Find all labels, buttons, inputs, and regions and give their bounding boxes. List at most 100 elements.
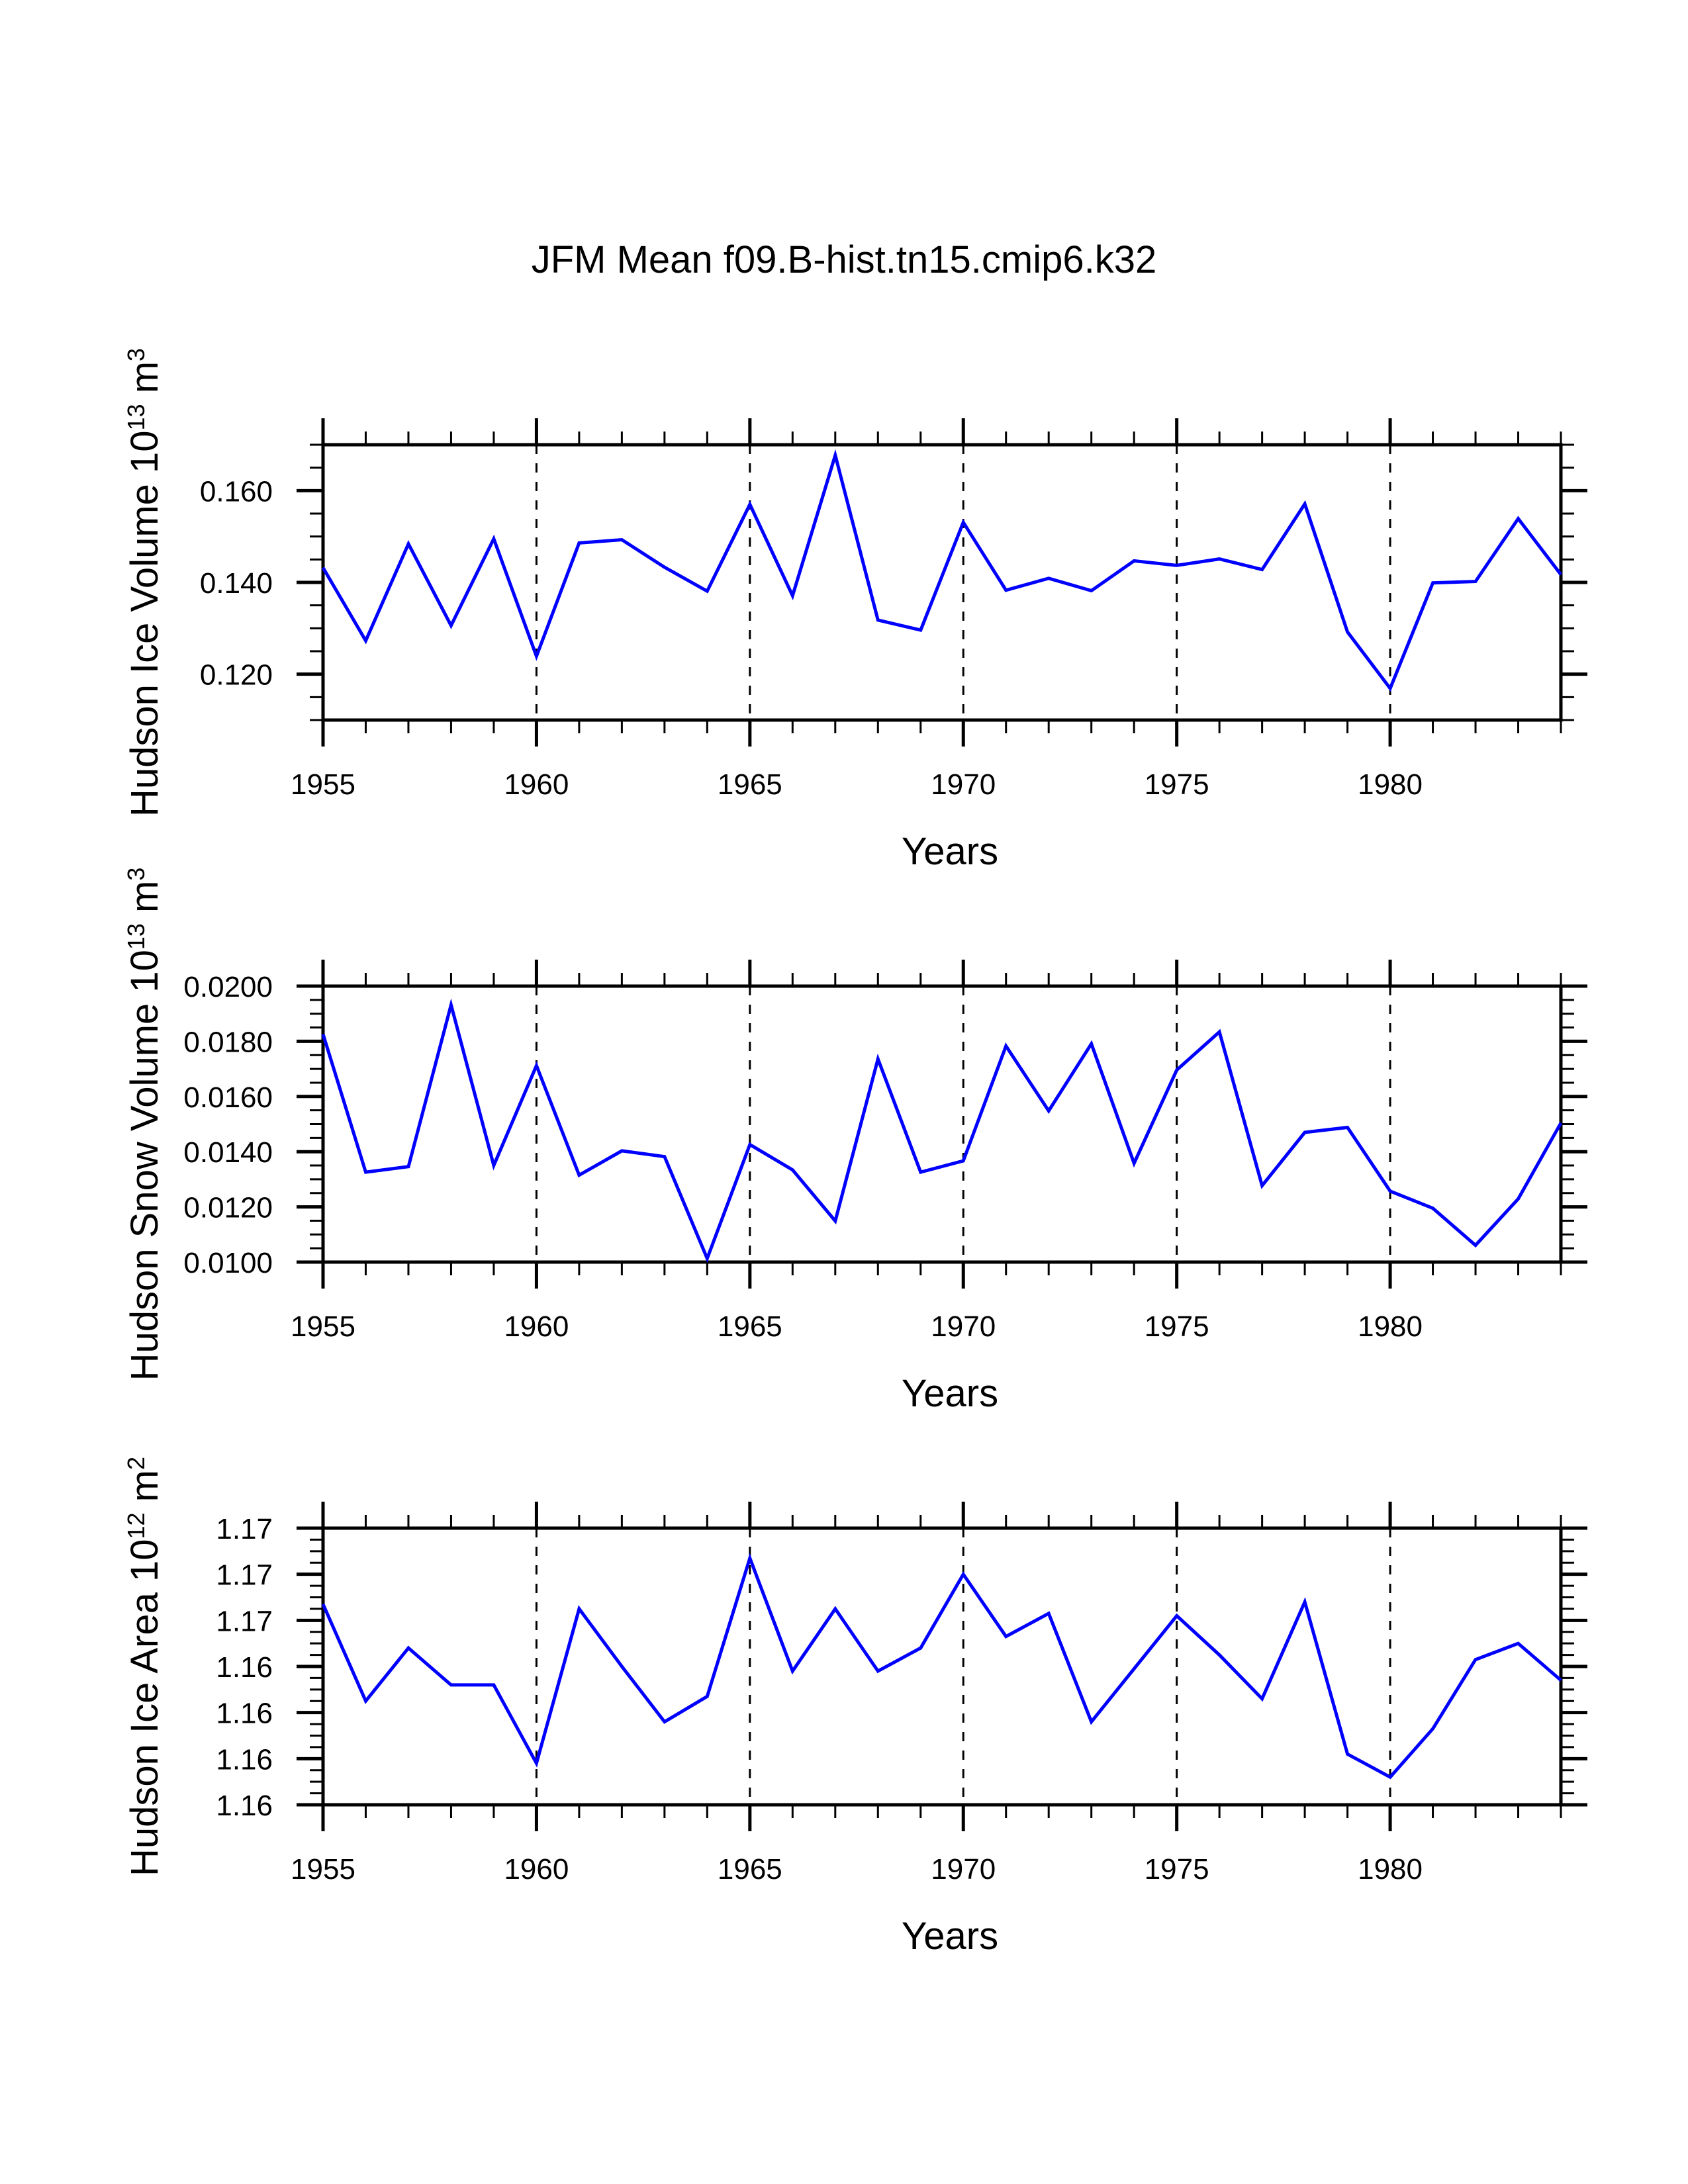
panel-ice-volume: 1955 1960 1965 1970 1975 1980 0.120 0.140 0.160 Y… — [122, 348, 1587, 873]
y-tick-label: 0.140 — [200, 567, 273, 600]
data-point — [876, 1669, 880, 1673]
plot-frame — [321, 443, 1563, 722]
data-point — [363, 1170, 367, 1174]
data-point — [1175, 1614, 1179, 1617]
y-axis-title-unit-exponent: 3 — [122, 348, 150, 361]
y-axis-title: Hudson Ice Volume 1013 m3 — [122, 348, 167, 817]
data-point — [1303, 502, 1307, 506]
data-point — [1559, 1678, 1563, 1682]
x-tick-label: 1960 — [504, 1310, 569, 1343]
data-point — [620, 1149, 624, 1153]
data-point — [1004, 1635, 1008, 1639]
data-point — [492, 1163, 496, 1167]
data-point — [1260, 568, 1264, 572]
y-axis-title-exponent: 13 — [122, 923, 150, 950]
data-point — [620, 538, 624, 542]
x-tick-label: 1975 — [1145, 1310, 1209, 1343]
y-axis-title-base: Hudson Ice Volume 10 — [123, 430, 166, 817]
data-point — [406, 1646, 410, 1650]
data-point — [1346, 1126, 1350, 1130]
y-tick-label: 1.16 — [216, 1651, 273, 1684]
data-point — [1132, 1161, 1136, 1165]
data-point — [577, 1173, 581, 1177]
x-tick-label: 1955 — [291, 1310, 355, 1343]
y-tick-label: 0.120 — [200, 659, 273, 692]
data-point — [1047, 576, 1051, 580]
data-point — [534, 1761, 538, 1765]
y-tick-label: 1.16 — [216, 1743, 273, 1776]
y-tick-label: 0.0120 — [183, 1192, 273, 1224]
x-tick-label: 1975 — [1145, 1853, 1209, 1886]
x-tick-label: 1955 — [291, 1853, 355, 1886]
x-axis-title: Years — [902, 830, 998, 873]
data-point — [321, 1032, 325, 1036]
data-point — [833, 1219, 837, 1223]
data-point — [876, 1057, 880, 1061]
data-point — [790, 594, 794, 598]
x-tick-label: 1970 — [931, 1310, 996, 1343]
x-tick-label: 1980 — [1358, 1310, 1423, 1343]
y-tick-label: 1.16 — [216, 1698, 273, 1730]
data-point — [705, 1694, 709, 1698]
data-point — [534, 655, 538, 659]
y-axis-title-base: Hudson Snow Volume 10 — [123, 950, 166, 1381]
data-point — [919, 628, 923, 632]
data-point — [406, 1165, 410, 1169]
data-point — [1047, 1109, 1051, 1113]
data-point — [705, 1257, 709, 1261]
y-axis-title-exponent: 12 — [122, 1512, 150, 1539]
data-point — [577, 541, 581, 545]
data-point — [1517, 1197, 1521, 1201]
x-axis-title: Years — [902, 1372, 998, 1415]
data-point — [1175, 563, 1179, 567]
data-point — [1346, 1752, 1350, 1756]
data-point — [1388, 686, 1392, 690]
data-point — [833, 1607, 837, 1611]
x-tick-label: 1960 — [504, 1853, 569, 1886]
data-point — [1474, 580, 1477, 584]
x-tick-label: 1965 — [718, 1310, 782, 1343]
data-point — [1559, 1121, 1563, 1125]
data-point — [790, 1669, 794, 1673]
x-tick-label: 1970 — [931, 768, 996, 801]
data-point — [449, 623, 453, 627]
x-tick-label: 1960 — [504, 768, 569, 801]
y-axis-title-exponent: 13 — [122, 404, 150, 430]
y-axis-title: Hudson Snow Volume 1013 m3 — [122, 868, 167, 1381]
data-point — [620, 1664, 624, 1668]
data-point — [1517, 1641, 1521, 1645]
data-point — [1431, 1206, 1435, 1210]
data-point — [1303, 1130, 1307, 1134]
series-line — [321, 1553, 1562, 1780]
data-point — [1517, 517, 1521, 521]
data-point — [1217, 1653, 1221, 1657]
y-tick-label: 0.0140 — [183, 1136, 273, 1169]
data-point — [492, 1683, 496, 1687]
x-tick-label: 1965 — [718, 768, 782, 801]
x-tick-label: 1955 — [291, 768, 355, 801]
data-point — [1388, 1775, 1392, 1779]
data-point — [833, 453, 837, 457]
data-point — [748, 502, 752, 506]
data-point — [363, 1699, 367, 1703]
data-point — [534, 1064, 538, 1068]
y-tick-label: 1.17 — [216, 1559, 273, 1592]
data-point — [1090, 588, 1094, 592]
y-tick-label: 0.0180 — [183, 1026, 273, 1058]
data-point — [492, 537, 496, 541]
data-point — [663, 1720, 667, 1724]
data-point — [1175, 1068, 1179, 1072]
panel-snow-volume: 1955 1960 1965 1970 1975 1980 0.0100 0.0120 0.01… — [122, 868, 1587, 1415]
data-point — [449, 1003, 453, 1007]
data-point — [961, 520, 965, 524]
data-point — [1090, 1720, 1094, 1724]
data-point — [1047, 1612, 1051, 1615]
data-point — [1217, 1030, 1221, 1034]
data-point — [705, 589, 709, 593]
data-point — [1004, 1044, 1008, 1048]
data-point — [1132, 559, 1136, 563]
y-tick-label: 0.160 — [200, 475, 273, 508]
data-point — [406, 542, 410, 546]
panel-ice-area: 1955 1960 1965 1970 1975 1980 1.16 1.16 1.16 1.16… — [122, 1457, 1587, 1958]
